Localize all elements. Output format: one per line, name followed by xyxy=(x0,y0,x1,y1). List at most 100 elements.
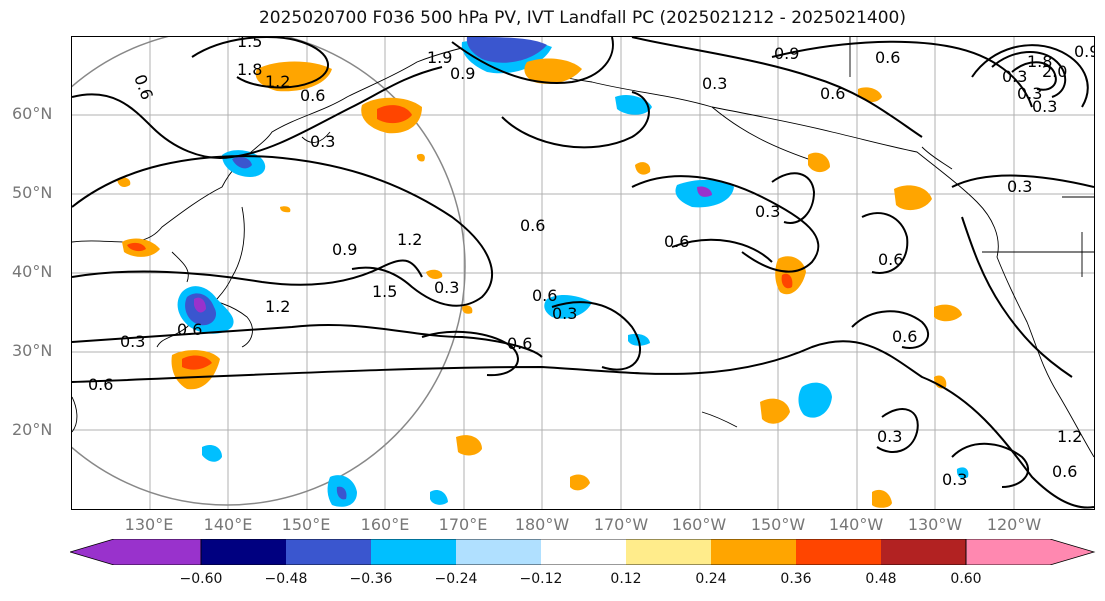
lon-label-120w: 120°W xyxy=(986,515,1042,534)
pos-anomaly-ne3 xyxy=(894,185,932,211)
contour-label: 0.6 xyxy=(507,334,532,353)
pos-anomaly-north-coast xyxy=(416,153,425,162)
lon-label-140w: 140°W xyxy=(828,515,884,534)
map-title: 2025020700 F036 500 hPa PV, IVT Landfall… xyxy=(258,8,906,28)
pos-anomaly-alaska xyxy=(524,58,582,84)
contour-label: 0.6 xyxy=(177,320,202,339)
pos-anomaly-ne2 xyxy=(858,87,882,103)
lon-label-150w: 150°W xyxy=(750,515,806,534)
colorbar-max-extend xyxy=(965,539,1096,565)
pos-anomaly-mid xyxy=(426,269,443,280)
contour-label: 0.3 xyxy=(755,202,780,221)
colorbar-tick: 0.48 xyxy=(865,571,897,587)
colorbar-tick: −0.12 xyxy=(519,571,563,587)
pos-anomaly-140w xyxy=(934,304,962,322)
lon-label-170e: 170°E xyxy=(438,515,488,534)
neg-anomaly-south3 xyxy=(430,490,448,505)
region-circle xyxy=(72,37,466,506)
contour-label: 2.0 xyxy=(1042,62,1067,81)
colorbar-segment xyxy=(626,539,711,565)
contour-label: 0.3 xyxy=(702,74,727,93)
lat-label-40n: 40°N xyxy=(12,262,53,281)
anomaly-fills xyxy=(117,37,969,508)
lon-label-130e: 130°E xyxy=(124,515,174,534)
lat-label-30n: 30°N xyxy=(12,341,53,360)
lat-label-20n: 20°N xyxy=(12,420,53,439)
contour-label: 0.6 xyxy=(130,72,157,102)
colorbar-segment xyxy=(371,539,456,565)
pv-contours xyxy=(72,37,1094,509)
pos-anomaly-160w-s xyxy=(760,398,790,424)
contour-label: 0.3 xyxy=(310,132,335,151)
colorbar-tick: 0.24 xyxy=(695,571,727,587)
contour-label: 1.2 xyxy=(397,230,422,249)
pos-anomaly-ne1 xyxy=(808,152,830,173)
contour-label: 0.6 xyxy=(88,375,113,394)
lon-label-170w: 170°W xyxy=(593,515,649,534)
lon-label-160w: 160°W xyxy=(671,515,727,534)
colorbar-tick: 0.12 xyxy=(610,571,642,587)
contour-label: 1.9 xyxy=(427,48,452,67)
colorbar-tick: −0.48 xyxy=(264,571,308,587)
pos-anomaly-135w xyxy=(934,375,947,389)
lon-label-160e: 160°E xyxy=(360,515,410,534)
contour-label: 0.3 xyxy=(120,332,145,351)
map-canvas: 1.5 1.8 1.2 0.6 0.3 0.6 1.9 0.9 0.3 0.9 … xyxy=(72,37,1094,509)
neg-anomaly-hawaii-e xyxy=(798,382,832,418)
contour-label: 1.8 xyxy=(237,60,262,79)
contour-label: 1.5 xyxy=(237,37,262,51)
contour-label: 0.6 xyxy=(820,84,845,103)
contour-label: 0.6 xyxy=(878,250,903,269)
colorbar-tick: −0.60 xyxy=(179,571,223,587)
contour-label: 0.6 xyxy=(532,286,557,305)
pos-anomaly-yellow xyxy=(117,177,131,187)
contour-label: 0.3 xyxy=(552,304,577,323)
neg-anomaly-mid1 xyxy=(544,295,592,319)
pos-anomaly-gulfak xyxy=(635,162,651,175)
colorbar-segment xyxy=(456,539,541,565)
contour-label: 0.9 xyxy=(1074,42,1094,61)
contour-label: 0.6 xyxy=(892,327,917,346)
colorbar-segment xyxy=(796,539,881,565)
lon-label-130w: 130°W xyxy=(907,515,963,534)
contour-label: 1.5 xyxy=(372,282,397,301)
pos-anomaly-n1 xyxy=(280,206,291,213)
contour-label: 1.8 xyxy=(1027,52,1052,71)
contour-label: 0.3 xyxy=(1017,84,1042,103)
contour-label: 0.6 xyxy=(520,216,545,235)
contour-label: 0.3 xyxy=(942,470,967,489)
pos-anomaly-siberia xyxy=(255,61,332,92)
graticule xyxy=(72,37,1094,509)
lon-label-180w: 180°W xyxy=(514,515,570,534)
neg-anomaly-south1 xyxy=(202,445,222,462)
pos-anomaly-dateline-s xyxy=(456,435,482,456)
neg-anomaly-se xyxy=(956,467,969,479)
colorbar-segment xyxy=(201,539,286,565)
colorbar-tick: 0.60 xyxy=(950,571,982,587)
colorbar-tick: 0.36 xyxy=(780,571,812,587)
pos-anomaly-150w xyxy=(775,256,806,295)
contour-label: 1.2 xyxy=(265,72,290,91)
lon-label-140e: 140°E xyxy=(203,515,253,534)
contour-labels: 1.5 1.8 1.2 0.6 0.3 0.6 1.9 0.9 0.3 0.9 … xyxy=(88,37,1094,489)
contour-label: 0.9 xyxy=(332,240,357,259)
colorbar-tick: −0.36 xyxy=(349,571,393,587)
contour-label: 0.9 xyxy=(450,64,475,83)
pos-anomaly-145w-s xyxy=(872,489,892,508)
colorbar-segment xyxy=(881,539,966,565)
colorbar-segment xyxy=(711,539,796,565)
lat-label-60n: 60°N xyxy=(12,104,53,123)
contour-label: 0.6 xyxy=(300,86,325,105)
colorbar-min-extend xyxy=(70,539,202,565)
contour-label: 0.3 xyxy=(1032,97,1057,116)
map-panel: 1.5 1.8 1.2 0.6 0.3 0.6 1.9 0.9 0.3 0.9 … xyxy=(71,36,1095,510)
pos-anomaly-mid2 xyxy=(462,305,473,314)
contour-label: 0.3 xyxy=(1002,67,1027,86)
contour-label: 0.3 xyxy=(434,278,459,297)
lat-label-50n: 50°N xyxy=(12,183,53,202)
contour-label: 1.2 xyxy=(1057,427,1082,446)
colorbar-segment xyxy=(541,539,626,565)
colorbar-tick: −0.24 xyxy=(434,571,478,587)
contour-label: 0.3 xyxy=(1007,177,1032,196)
contour-label: 0.9 xyxy=(774,44,799,63)
